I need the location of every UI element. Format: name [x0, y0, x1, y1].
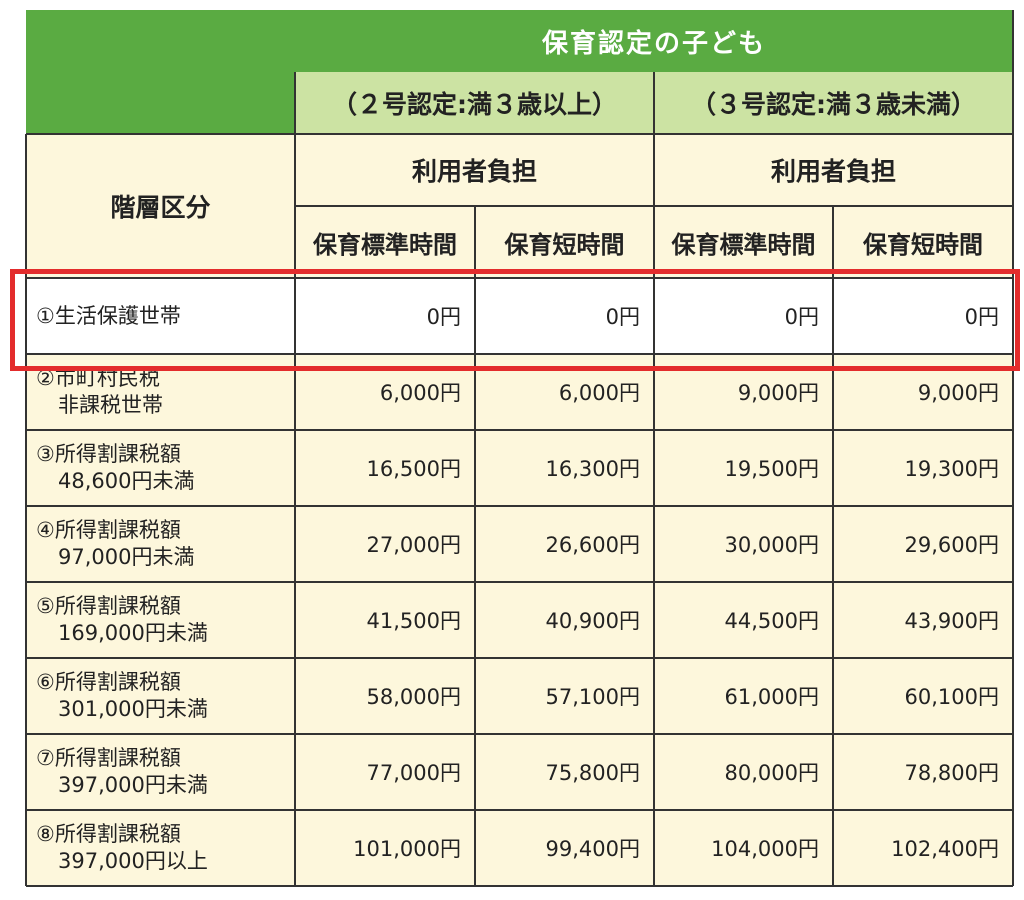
fee-3go-short: 78,800円 — [833, 734, 1013, 810]
fee-3go-standard: 44,500円 — [654, 582, 833, 658]
grid-line — [26, 353, 1013, 355]
tier-label: ①生活保護世帯 — [26, 278, 295, 354]
burden-header-3go: 利用者負担 — [654, 134, 1013, 206]
grid-line — [26, 277, 1013, 279]
fee-3go-standard: 0円 — [654, 278, 833, 354]
fee-3go-standard: 80,000円 — [654, 734, 833, 810]
group-3go-header: （３号認定:満３歳未満） — [654, 72, 1013, 134]
tier-label-line2: 48,600円未満 — [58, 469, 195, 493]
group-2go-header: （２号認定:満３歳以上） — [295, 72, 654, 134]
grid-line — [294, 72, 296, 886]
grid-line — [26, 133, 1013, 135]
fee-2go-short: 40,900円 — [475, 582, 654, 658]
grid-line — [26, 809, 1013, 811]
grid-line — [26, 429, 1013, 431]
tier-label-line2: 非課税世帯 — [58, 393, 163, 417]
tier-label: ⑥所得割課税額 301,000円未満 — [26, 658, 295, 734]
tier-label-line1: ⑤所得割課税額 — [36, 594, 181, 618]
fee-2go-standard: 101,000円 — [295, 810, 475, 886]
fee-2go-short: 99,400円 — [475, 810, 654, 886]
grid-line — [26, 581, 1013, 583]
standard-time-header-2go: 保育標準時間 — [295, 206, 475, 278]
tier-label-line2: 169,000円未満 — [58, 621, 208, 645]
grid-line — [26, 657, 1013, 659]
fee-2go-standard: 27,000円 — [295, 506, 475, 582]
grid-line — [26, 733, 1013, 735]
tier-label-line1: ⑦所得割課税額 — [36, 746, 181, 770]
fee-3go-standard: 104,000円 — [654, 810, 833, 886]
fee-2go-short: 26,600円 — [475, 506, 654, 582]
fee-2go-standard: 0円 — [295, 278, 475, 354]
tier-label-line1: ⑥所得割課税額 — [36, 670, 181, 694]
fee-2go-short: 0円 — [475, 278, 654, 354]
fee-table: 保育認定の子ども （２号認定:満３歳以上） （３号認定:満３歳未満） 階層区分 … — [25, 10, 1014, 887]
fee-3go-short: 60,100円 — [833, 658, 1013, 734]
tier-header: 階層区分 — [26, 134, 295, 278]
fee-2go-short: 75,800円 — [475, 734, 654, 810]
table-title: 保育認定の子ども — [295, 10, 1013, 72]
grid-line — [832, 206, 834, 886]
short-time-header-3go: 保育短時間 — [833, 206, 1013, 278]
tier-label: ⑤所得割課税額 169,000円未満 — [26, 582, 295, 658]
fee-3go-standard: 30,000円 — [654, 506, 833, 582]
tier-label-line2: 301,000円未満 — [58, 697, 208, 721]
grid-line — [25, 134, 27, 886]
fee-2go-short: 16,300円 — [475, 430, 654, 506]
grid-line — [26, 505, 1013, 507]
fee-3go-short: 29,600円 — [833, 506, 1013, 582]
tier-label: ③所得割課税額 48,600円未満 — [26, 430, 295, 506]
fee-2go-standard: 41,500円 — [295, 582, 475, 658]
fee-2go-short: 57,100円 — [475, 658, 654, 734]
grid-line — [295, 205, 1013, 207]
tier-label-line1: ⑧所得割課税額 — [36, 822, 181, 846]
fee-2go-standard: 16,500円 — [295, 430, 475, 506]
tier-label-line2: 97,000円未満 — [58, 545, 195, 569]
standard-time-header-3go: 保育標準時間 — [654, 206, 833, 278]
burden-header-2go: 利用者負担 — [295, 134, 654, 206]
tier-label-line1: ①生活保護世帯 — [36, 303, 181, 328]
fee-3go-standard: 19,500円 — [654, 430, 833, 506]
tier-label-line1: ④所得割課税額 — [36, 518, 181, 542]
tier-label: ⑧所得割課税額 397,000円以上 — [26, 810, 295, 886]
highlight-box — [10, 269, 1020, 371]
tier-label-line2: 397,000円以上 — [58, 849, 208, 873]
fee-3go-short: 43,900円 — [833, 582, 1013, 658]
grid-line — [653, 72, 655, 886]
fee-3go-standard: 61,000円 — [654, 658, 833, 734]
short-time-header-2go: 保育短時間 — [475, 206, 654, 278]
tier-label: ⑦所得割課税額 397,000円未満 — [26, 734, 295, 810]
grid-line — [26, 885, 1013, 887]
grid-line — [1012, 10, 1014, 886]
fee-2go-standard: 77,000円 — [295, 734, 475, 810]
tier-label-line2: 397,000円未満 — [58, 773, 208, 797]
fee-3go-short: 102,400円 — [833, 810, 1013, 886]
fee-2go-standard: 58,000円 — [295, 658, 475, 734]
title-left-fill — [26, 10, 295, 134]
fee-3go-short: 19,300円 — [833, 430, 1013, 506]
grid-line — [474, 206, 476, 886]
fee-3go-short: 0円 — [833, 278, 1013, 354]
tier-label: ④所得割課税額 97,000円未満 — [26, 506, 295, 582]
tier-label-line1: ③所得割課税額 — [36, 442, 181, 466]
